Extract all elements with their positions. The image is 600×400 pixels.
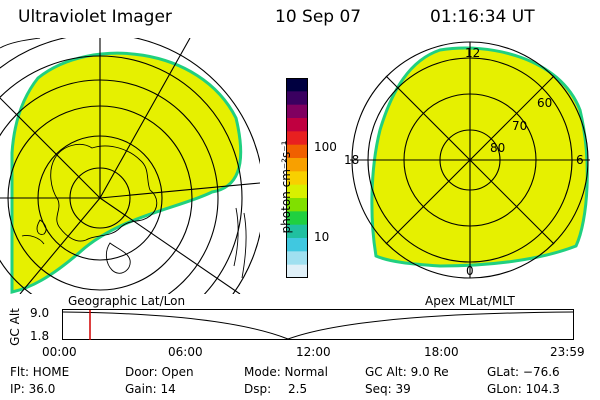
gc-alt-value: GC Alt: 9.0 Re — [365, 365, 449, 379]
alt-tick-1-8: 1.8 — [30, 329, 50, 343]
instrument-title: Ultraviolet Imager — [18, 7, 172, 27]
colorbar-cell — [286, 91, 308, 106]
time-tick-1200: 12:00 — [296, 345, 331, 359]
ip-value: IP: 36.0 — [10, 382, 56, 396]
geo-lat-value: GLat: −76.6 — [487, 365, 560, 379]
gc-alt-axis-label: GC Alt — [8, 308, 22, 346]
gain-value: Gain: 14 — [125, 382, 176, 396]
altitude-strip-plot — [62, 309, 574, 340]
colorbar-cell — [286, 198, 308, 212]
mlat-label-80: 80 — [490, 141, 506, 155]
dsp-value: 2.5 — [288, 382, 308, 396]
time-tick-0600: 06:00 — [168, 345, 203, 359]
colorbar-cell — [286, 211, 308, 226]
mode-status: Mode: Normal — [244, 365, 328, 379]
mlat-mlt-grid — [350, 41, 590, 279]
door-status: Door: Open — [125, 365, 194, 379]
flight-status: Flt: HOME — [10, 365, 70, 379]
mlt-label-18: 18 — [344, 153, 360, 167]
geo-lon-value: GLon: 104.3 — [487, 382, 560, 396]
colorbar-tick-100: 100 — [314, 140, 337, 154]
colorbar-cell — [286, 171, 308, 186]
apex-caption: Apex MLat/MLT — [425, 294, 515, 308]
mlat-label-60: 60 — [537, 96, 553, 110]
colorbar-cell — [286, 131, 308, 146]
mlat-label-70: 70 — [512, 119, 528, 133]
time-tick-2359: 23:59 — [550, 345, 585, 359]
alt-tick-9: 9.0 — [30, 306, 50, 320]
time-label: 01:16:34 UT — [430, 7, 535, 27]
colorbar-cell — [286, 264, 308, 278]
mlt-label-0: 0 — [466, 264, 474, 278]
sequence-value: Seq: 39 — [365, 382, 411, 396]
magnetic-image-panel — [350, 41, 590, 279]
colorbar — [286, 78, 308, 278]
mlt-label-12: 12 — [465, 46, 481, 60]
lat-lon-grid — [0, 38, 260, 294]
geographic-image-panel — [0, 38, 260, 294]
colorbar-cell — [286, 238, 308, 252]
colorbar-cell — [286, 224, 308, 239]
coastline-map — [0, 38, 247, 279]
aurora-emission-region — [10, 51, 243, 294]
dsp-label: Dsp: — [244, 382, 272, 396]
colorbar-cell — [286, 104, 308, 119]
mlt-label-6: 6 — [576, 153, 584, 167]
colorbar-cell — [286, 78, 308, 92]
aurora-fill — [370, 46, 589, 268]
colorbar-unit-label: photon cm⁻²s⁻¹ — [279, 140, 293, 234]
time-tick-1800: 18:00 — [424, 345, 459, 359]
colorbar-cell — [286, 158, 308, 172]
aurora-fill — [10, 51, 243, 294]
time-tick-0000: 00:00 — [42, 345, 77, 359]
geographic-caption: Geographic Lat/Lon — [68, 294, 186, 308]
colorbar-cell — [286, 118, 308, 132]
colorbar-cell — [286, 144, 308, 159]
date-label: 10 Sep 07 — [275, 7, 362, 27]
colorbar-cell — [286, 184, 308, 199]
colorbar-tick-10: 10 — [314, 230, 330, 244]
colorbar-cell — [286, 251, 308, 266]
